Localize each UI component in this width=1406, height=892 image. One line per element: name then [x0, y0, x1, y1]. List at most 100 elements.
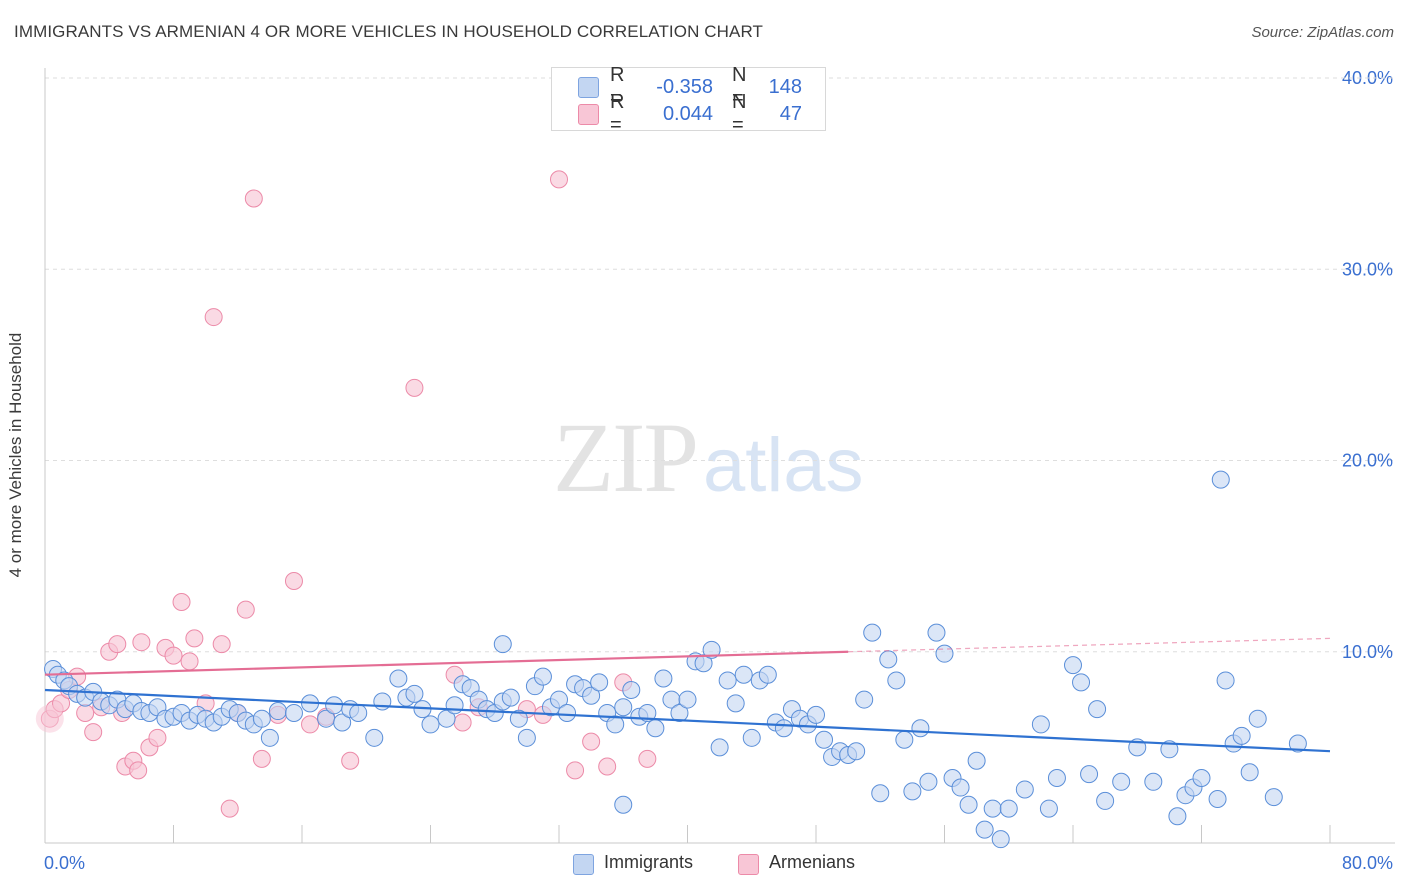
- immigrants-point: [815, 730, 834, 749]
- immigrants-point: [718, 671, 737, 690]
- immigrants-point: [654, 669, 673, 688]
- immigrants-point: [726, 694, 745, 713]
- immigrants-point: [670, 703, 689, 722]
- immigrants-point: [622, 681, 641, 699]
- armenians-point: [566, 761, 585, 780]
- y-tick-label: 20.0%: [1342, 451, 1393, 471]
- x-tick-label: 80.0%: [1342, 853, 1393, 873]
- armenians-label: Armenians: [769, 852, 856, 872]
- armenians-swatch: [738, 854, 759, 875]
- immigrants-point: [1015, 780, 1034, 799]
- immigrants-point: [734, 665, 753, 684]
- immigrants-point: [1211, 470, 1230, 489]
- immigrants-point: [1039, 799, 1058, 818]
- correlation-legend: R = -0.358 N = 148 R = 0.044 N = 47: [551, 64, 826, 136]
- immigrants-point: [1064, 656, 1082, 675]
- immigrants-point: [325, 696, 344, 715]
- armenians-point: [582, 732, 601, 751]
- immigrants-point: [951, 778, 970, 797]
- armenians-trend-extension: [848, 637, 1331, 653]
- immigrants-point: [1031, 715, 1050, 734]
- immigrants-point: [1232, 726, 1251, 745]
- immigrants-point: [999, 799, 1018, 818]
- immigrants-point: [365, 728, 384, 747]
- legend-n-label: N =: [732, 64, 747, 109]
- armenians-point: [129, 761, 148, 780]
- immigrants-point: [1240, 763, 1259, 782]
- legend-n-value: 47: [779, 102, 802, 125]
- immigrants-point: [863, 623, 882, 642]
- immigrants-point: [1088, 700, 1107, 719]
- immigrants-point: [421, 715, 440, 734]
- armenians-point: [204, 308, 223, 327]
- armenians-point: [550, 170, 568, 189]
- armenians-point: [185, 629, 204, 648]
- immigrants-point: [558, 703, 577, 722]
- immigrants-point: [614, 795, 633, 814]
- immigrants-point: [1168, 807, 1187, 826]
- immigrants-point: [333, 713, 352, 732]
- armenians-point: [212, 635, 231, 654]
- immigrants-point: [694, 654, 713, 673]
- y-tick-label: 10.0%: [1342, 642, 1393, 662]
- armenians-point: [172, 593, 191, 612]
- armenians-point: [76, 703, 95, 722]
- immigrants-point: [606, 715, 625, 734]
- watermark-zip: ZIP: [553, 402, 699, 513]
- armenians-point: [108, 635, 127, 654]
- immigrants-point: [638, 703, 657, 722]
- immigrants-point: [1072, 673, 1091, 692]
- immigrants-point: [405, 684, 424, 703]
- legend-swatch-armenians: [578, 104, 599, 125]
- immigrants-point: [509, 709, 528, 728]
- y-axis-label: 4 or more Vehicles in Household: [6, 332, 25, 578]
- watermark: ZIPatlas: [553, 400, 864, 515]
- immigrants-point: [550, 690, 568, 709]
- immigrants-point: [847, 742, 866, 761]
- immigrants-point: [911, 719, 930, 738]
- immigrants-point: [702, 640, 721, 659]
- armenians-point: [84, 723, 103, 742]
- armenians-point: [638, 749, 657, 768]
- immigrants-point: [1288, 734, 1307, 753]
- immigrants-point: [710, 738, 729, 757]
- immigrants-point: [646, 719, 665, 738]
- legend-swatch-immigrants: [578, 77, 599, 98]
- immigrants-point: [758, 665, 777, 684]
- x-tick-label: 0.0%: [44, 853, 85, 873]
- immigrants-point: [935, 644, 954, 663]
- immigrants-point: [967, 751, 986, 770]
- immigrants-point: [493, 635, 512, 654]
- immigrants-point: [1216, 671, 1235, 690]
- immigrants-point: [252, 709, 271, 728]
- legend-n-value: 148: [768, 75, 802, 98]
- armenians-point: [236, 600, 255, 619]
- armenians-cluster-point: [35, 704, 64, 733]
- legend-r-value: 0.044: [662, 102, 713, 125]
- armenians-point: [164, 646, 183, 665]
- immigrants-point: [919, 772, 938, 791]
- immigrants-point: [614, 698, 633, 717]
- immigrants-point: [590, 673, 609, 692]
- armenians-point: [453, 713, 472, 732]
- immigrants-point: [501, 688, 520, 707]
- armenians-point: [244, 189, 263, 208]
- legend-n-label: N =: [732, 91, 747, 136]
- armenians-point: [405, 378, 424, 397]
- immigrants-point: [582, 686, 601, 705]
- immigrants-point: [895, 730, 914, 749]
- armenians-point: [220, 799, 239, 818]
- armenians-point: [301, 715, 320, 734]
- armenians-point: [284, 571, 303, 590]
- immigrants-point: [1144, 772, 1163, 791]
- immigrants-point: [284, 703, 303, 722]
- immigrants-point: [1208, 790, 1227, 809]
- immigrants-point: [1264, 788, 1283, 807]
- immigrants-point: [1160, 740, 1179, 759]
- armenians-point: [148, 728, 167, 747]
- armenians-point: [252, 749, 271, 768]
- immigrants-point: [260, 728, 279, 747]
- immigrants-point: [927, 623, 946, 642]
- y-tick-label: 30.0%: [1342, 259, 1393, 279]
- immigrants-point: [268, 702, 287, 721]
